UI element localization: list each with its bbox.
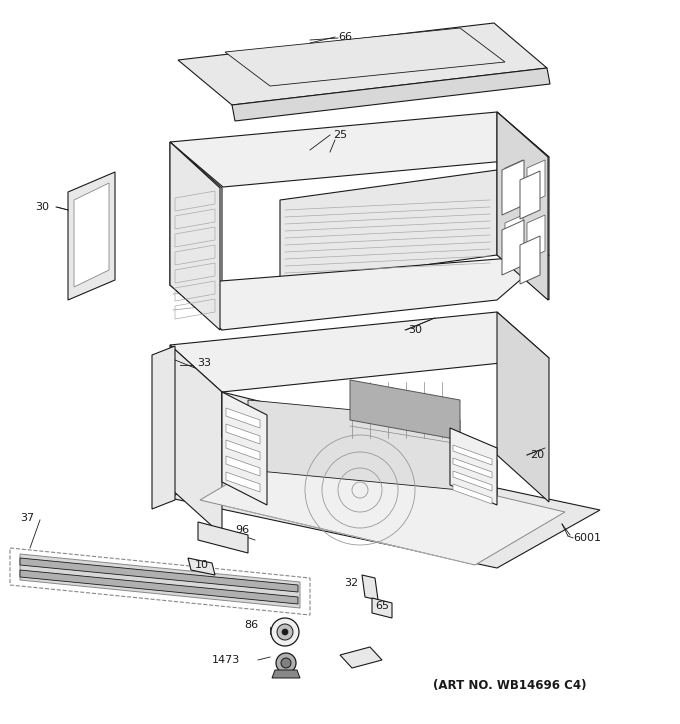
Polygon shape [497, 112, 549, 300]
Text: 86: 86 [244, 620, 258, 630]
Polygon shape [505, 160, 523, 204]
Polygon shape [232, 68, 550, 121]
Polygon shape [74, 183, 109, 287]
Polygon shape [226, 456, 260, 476]
Polygon shape [350, 380, 460, 440]
Text: 30: 30 [35, 202, 49, 212]
Text: 30: 30 [408, 325, 422, 335]
Polygon shape [505, 215, 523, 259]
Polygon shape [280, 170, 497, 285]
Polygon shape [248, 400, 460, 490]
Polygon shape [450, 428, 497, 505]
Text: 32: 32 [344, 578, 358, 588]
Polygon shape [372, 598, 392, 618]
Polygon shape [502, 160, 524, 215]
Polygon shape [222, 392, 267, 505]
Polygon shape [188, 558, 215, 575]
Polygon shape [497, 312, 549, 502]
Circle shape [277, 624, 293, 640]
Polygon shape [20, 554, 300, 608]
Polygon shape [226, 424, 260, 444]
Circle shape [281, 658, 291, 668]
Polygon shape [170, 312, 549, 392]
Polygon shape [170, 345, 222, 535]
Text: 96: 96 [235, 525, 249, 535]
Polygon shape [272, 670, 300, 678]
Text: 66: 66 [338, 32, 352, 42]
Polygon shape [20, 570, 298, 604]
Polygon shape [226, 408, 260, 428]
Text: 25: 25 [333, 130, 347, 140]
Polygon shape [198, 522, 248, 553]
Polygon shape [178, 23, 547, 105]
Polygon shape [170, 112, 549, 187]
Polygon shape [453, 484, 492, 504]
Polygon shape [225, 28, 505, 86]
Polygon shape [362, 575, 378, 600]
Polygon shape [527, 215, 545, 259]
Text: (ART NO. WB14696 C4): (ART NO. WB14696 C4) [433, 678, 587, 691]
Polygon shape [520, 236, 540, 284]
Polygon shape [222, 392, 497, 505]
Text: 10: 10 [195, 560, 209, 570]
Polygon shape [520, 171, 540, 219]
Polygon shape [20, 558, 298, 592]
Polygon shape [502, 220, 524, 275]
Polygon shape [170, 142, 222, 330]
Polygon shape [226, 440, 260, 460]
Polygon shape [170, 440, 600, 568]
Polygon shape [453, 471, 492, 491]
Polygon shape [226, 472, 260, 492]
Text: 33: 33 [197, 358, 211, 368]
Text: 6001: 6001 [573, 533, 601, 543]
Polygon shape [170, 255, 549, 330]
Text: 1473: 1473 [211, 655, 240, 665]
Circle shape [282, 629, 288, 635]
Polygon shape [152, 346, 175, 509]
Text: 65: 65 [375, 601, 389, 611]
Polygon shape [497, 112, 548, 300]
Circle shape [276, 653, 296, 673]
Text: 37: 37 [20, 513, 34, 523]
Text: 20: 20 [530, 450, 544, 460]
Polygon shape [453, 445, 492, 465]
Polygon shape [340, 647, 382, 668]
Polygon shape [453, 458, 492, 478]
Circle shape [271, 618, 299, 646]
Polygon shape [527, 160, 545, 204]
Polygon shape [68, 172, 115, 300]
Polygon shape [170, 142, 220, 330]
Polygon shape [200, 447, 565, 565]
